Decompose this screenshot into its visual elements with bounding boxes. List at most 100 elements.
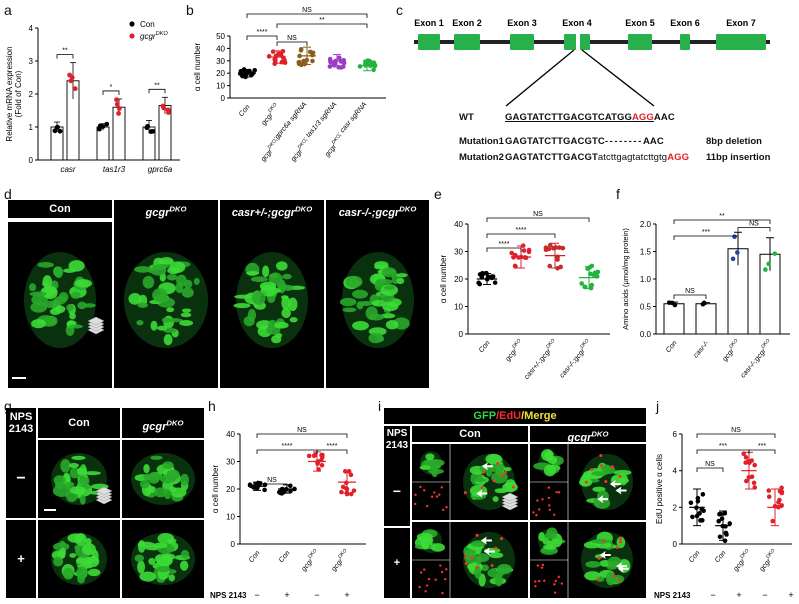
g-islet-0-0-cell-5 — [71, 455, 86, 460]
i-merge-0-0-nucleus-4 — [500, 474, 504, 478]
g-islet-0-1-cell-23 — [163, 488, 172, 500]
d-islet-1-cell-0 — [142, 275, 155, 289]
h-drug-sign-3: + — [344, 590, 349, 600]
d-islet-1-cell-29 — [161, 317, 170, 323]
row-label-i-minus: − — [384, 456, 410, 526]
panel-letter-j: j — [656, 398, 660, 414]
d-islet-2-cell-25 — [287, 297, 298, 312]
chart-j-ytick-label-0: 0 — [673, 540, 678, 549]
chart-j-point-1-11 — [717, 534, 723, 540]
chart-h-xlabel-3: gcgrDKO — [328, 548, 351, 573]
d-islet-0-cell-3 — [83, 303, 96, 308]
a-2-sig: ** — [154, 82, 160, 89]
chart-e-xlabel-1: gcgrDKO — [502, 338, 525, 363]
g-islet-1-1-cell-6 — [167, 569, 177, 574]
chart-h-ytick-label-4: 40 — [226, 430, 235, 439]
d-islet-3-cell-33 — [352, 289, 368, 299]
chart-j-ytick-label-1: 2 — [673, 503, 678, 512]
h-drug-sign-0: − — [254, 590, 259, 600]
i-thumb-edu-1-1-11 — [536, 564, 540, 567]
d-islet-3 — [339, 252, 414, 348]
chart-j-point-3-5 — [770, 518, 775, 524]
chart-b-point-4-13 — [369, 60, 374, 66]
i-arrow-1-0-1 — [480, 536, 492, 545]
chart-h-point-3-9 — [339, 489, 344, 495]
i-thumb-edu-1-1-3 — [557, 575, 560, 579]
j-0-sig: NS — [705, 461, 715, 468]
f-point-0-2 — [672, 302, 678, 308]
g-islet-1-1-cell-22 — [180, 549, 190, 559]
j-3-bracket — [696, 433, 776, 438]
i-thumb-edu-1-1-1 — [560, 582, 563, 585]
i-thumb-edu-1-1-0 — [553, 591, 557, 594]
d-islet-2-cell-21 — [243, 315, 255, 327]
mutation1-note: 8bp deletion — [706, 136, 762, 147]
i-merge-0-1-nucleus-0 — [590, 467, 594, 471]
i-merge-1-1-nucleus-0 — [596, 578, 600, 582]
header-g-con: Con — [38, 408, 120, 438]
a-point-2-1-2 — [165, 107, 171, 113]
f-0-bracket — [673, 235, 739, 240]
wt-seq-tail: AAC — [653, 112, 675, 123]
f-xlabel-1: casr-/- — [692, 339, 710, 359]
g-islet-0-1-cell-16 — [150, 455, 163, 460]
a-point-1-1-0 — [116, 111, 121, 116]
chart-j-xlabel-0: Con — [688, 550, 702, 564]
chart-h-point-1-11 — [281, 489, 286, 495]
j-2-bracket — [748, 449, 776, 454]
f-point-3-1 — [772, 251, 778, 256]
chart-b-point-4-10 — [357, 64, 363, 69]
chart-j-point-3-6 — [779, 485, 784, 491]
d-islet-0-cell-30 — [68, 260, 85, 272]
f-ytick-label-1: 0.5 — [640, 303, 652, 312]
i-merge-0-0-cell-12 — [469, 484, 488, 497]
chart-j-point-1-7 — [724, 532, 729, 537]
a-cat-label-1: tas1r3 — [103, 165, 126, 174]
d-islet-1-cell-37 — [159, 257, 174, 266]
m1-seq: GAGTATCTTGACGTC — [505, 136, 605, 147]
i-merge-1-1-nucleus-1 — [618, 537, 622, 541]
i-zstack-icon — [501, 492, 519, 511]
a-bar-1-0 — [96, 126, 110, 161]
i-thumb-edu-0-0-8 — [414, 493, 417, 497]
f-point-3-0 — [763, 267, 768, 272]
chart-h-point-1-3 — [288, 483, 293, 489]
exon-label-3: Exon 4 — [562, 18, 592, 28]
chart-h-point-2-9 — [320, 454, 325, 460]
f-point-2-0 — [732, 234, 737, 239]
d-islet-3-cell-27 — [396, 273, 408, 278]
h-1-bracket — [256, 449, 318, 454]
chart-b-point-2-13 — [296, 59, 302, 65]
chart-e-point-1-8 — [526, 249, 532, 255]
d-islet-3-cell-20 — [385, 320, 399, 330]
d-islet-1-cell-35 — [179, 320, 194, 326]
i-zstack-icon-layer-3 — [501, 492, 519, 502]
i-thumb-edu-0-1-5 — [538, 508, 541, 511]
i-merge-1-0-nucleus-0 — [475, 566, 479, 570]
i-thumb-edu-1-0-6 — [419, 571, 423, 574]
i-thumb-edu-0-0-1 — [441, 508, 445, 512]
i-thumb-gfp-0-0-cell-8 — [419, 465, 431, 470]
header-g-1: gcgrDKO — [142, 418, 184, 433]
chart-e-ytick-label-4: 40 — [454, 220, 463, 229]
d-islet-1-cell-30 — [156, 325, 168, 331]
h-2-bracket — [316, 449, 348, 454]
chart-e-ytick-label-2: 20 — [454, 275, 463, 284]
panel-letter-d: d — [4, 186, 12, 202]
g-islet-0-0-cell-24 — [76, 467, 88, 476]
i-merge-1-1-nucleus-4 — [619, 540, 623, 544]
i-merge-0-1-nucleus-4 — [599, 454, 603, 458]
a-ytick-label-2: 2 — [29, 90, 34, 99]
chart-b-point-0-11 — [238, 68, 244, 74]
i-merge-1-0-nucleus-1 — [464, 554, 468, 558]
chart-b-point-2-6 — [310, 52, 315, 58]
zoom-line-left — [505, 49, 575, 107]
chart-j-point-1-3 — [722, 510, 728, 516]
i-thumb-edu-0-0-9 — [445, 506, 448, 509]
chart-b-point-0-12 — [249, 72, 254, 78]
d-islet-0-cell-18 — [44, 315, 58, 326]
i-merge-0-1-nucleus-7 — [618, 475, 622, 479]
g-islet-1-0-cell-12 — [85, 538, 92, 546]
chart-h-ytick-label-0: 0 — [231, 540, 236, 549]
chart-j-point-0-1 — [690, 514, 695, 520]
